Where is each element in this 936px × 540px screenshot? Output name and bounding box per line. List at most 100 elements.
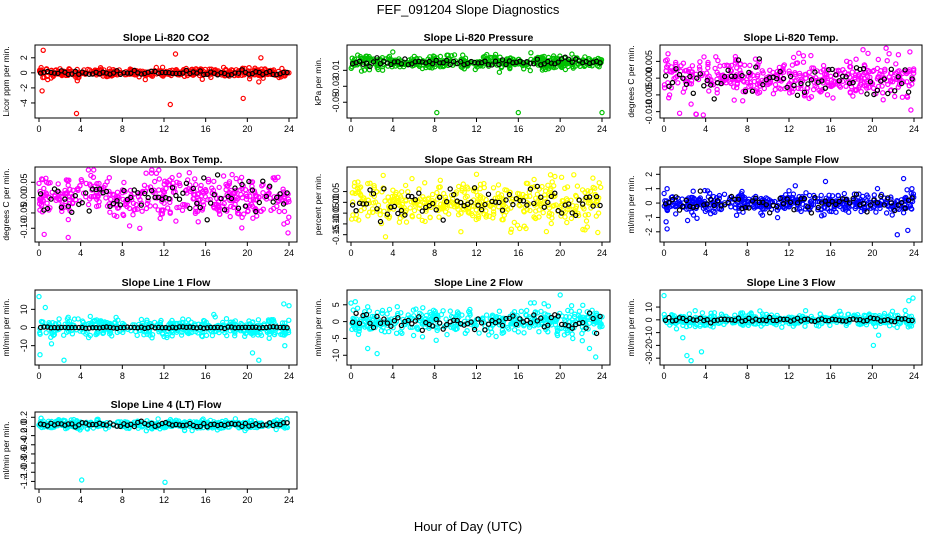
hourly-point <box>55 70 61 77</box>
hourly-point <box>573 212 579 219</box>
data-point <box>824 92 831 98</box>
data-point <box>443 316 449 322</box>
y-tick-label: -4 <box>19 99 29 107</box>
data-point <box>195 219 201 225</box>
data-point <box>41 185 47 192</box>
data-point <box>747 62 753 69</box>
data-point <box>56 196 62 203</box>
data-point <box>36 200 43 207</box>
data-point <box>159 211 166 217</box>
data-point <box>723 79 729 86</box>
hourly-point <box>211 191 217 198</box>
data-point <box>733 212 740 218</box>
data-point <box>493 333 499 340</box>
data-points <box>36 415 291 485</box>
data-point <box>531 183 538 190</box>
data-point <box>767 67 773 74</box>
data-point <box>281 194 288 200</box>
data-point <box>121 179 127 186</box>
data-point <box>490 215 496 221</box>
data-point <box>360 63 366 69</box>
data-point <box>579 330 585 337</box>
data-point <box>759 68 765 74</box>
hourly-point <box>440 217 446 223</box>
hourly-point <box>489 62 495 68</box>
hourly-point <box>232 185 238 191</box>
y-tick-label: 0.00 <box>19 189 29 207</box>
hourly-point <box>221 207 228 213</box>
data-point <box>874 185 881 192</box>
hourly-point <box>874 87 881 94</box>
data-point <box>575 212 582 219</box>
data-point <box>44 73 50 80</box>
hourly-point <box>145 194 151 201</box>
hourly-point <box>590 203 596 209</box>
y-tick-label: 10 <box>644 302 654 312</box>
data-point <box>268 67 274 74</box>
data-point <box>483 212 490 218</box>
x-tick-label: 8 <box>745 248 750 258</box>
outlier-point <box>515 109 522 116</box>
data-point <box>696 64 703 70</box>
outlier-point <box>673 326 680 332</box>
data-point <box>873 209 879 215</box>
data-point <box>587 199 593 206</box>
x-tick-label: 0 <box>36 495 41 505</box>
data-point <box>126 205 133 212</box>
data-point <box>541 53 547 60</box>
hourly-point <box>169 70 176 77</box>
data-point <box>460 52 466 58</box>
outlier-point <box>900 175 907 182</box>
data-point <box>74 77 81 84</box>
hourly-point <box>114 198 120 204</box>
data-point <box>266 190 272 196</box>
hourly-point <box>235 205 242 211</box>
data-point <box>800 59 807 65</box>
panel-title: Slope Amb. Box Temp. <box>109 154 222 166</box>
data-point <box>200 202 207 208</box>
x-tick-label: 8 <box>120 248 125 258</box>
data-point <box>717 63 723 69</box>
data-point <box>187 188 193 194</box>
outlier-point <box>908 107 914 113</box>
data-point <box>496 308 503 314</box>
hourly-point <box>676 71 683 78</box>
hourly-point <box>194 200 200 207</box>
data-point <box>592 185 598 191</box>
x-tick-label: 4 <box>390 124 395 134</box>
data-point <box>786 68 792 74</box>
hourly-point <box>107 203 113 209</box>
data-point <box>174 179 180 185</box>
data-point <box>238 174 245 181</box>
hourly-point <box>694 75 700 81</box>
data-point <box>379 67 386 73</box>
hourly-point <box>732 73 738 80</box>
data-point <box>458 58 465 64</box>
data-point <box>460 181 466 187</box>
data-point <box>508 229 514 235</box>
hourly-point <box>566 201 572 207</box>
hourly-point <box>367 187 373 193</box>
x-tick-label: 24 <box>909 248 919 258</box>
data-point <box>546 205 553 211</box>
data-point <box>824 67 830 73</box>
hourly-point <box>819 78 825 84</box>
hourly-point <box>284 190 290 196</box>
data-point <box>853 56 859 62</box>
hourly-point <box>492 199 499 205</box>
hourly-point <box>152 194 158 200</box>
data-point <box>451 52 458 58</box>
data-point <box>585 211 592 218</box>
data-point <box>358 192 364 199</box>
data-point <box>159 198 165 205</box>
hourly-point <box>388 61 394 68</box>
y-tick-label: -5 <box>331 334 341 342</box>
data-point <box>803 190 809 196</box>
data-point <box>492 51 499 58</box>
x-tick-label: 12 <box>471 124 481 134</box>
data-point <box>481 180 487 187</box>
data-point <box>176 204 182 210</box>
data-point <box>143 170 149 176</box>
data-point <box>191 176 198 182</box>
outlier-point <box>65 234 71 241</box>
